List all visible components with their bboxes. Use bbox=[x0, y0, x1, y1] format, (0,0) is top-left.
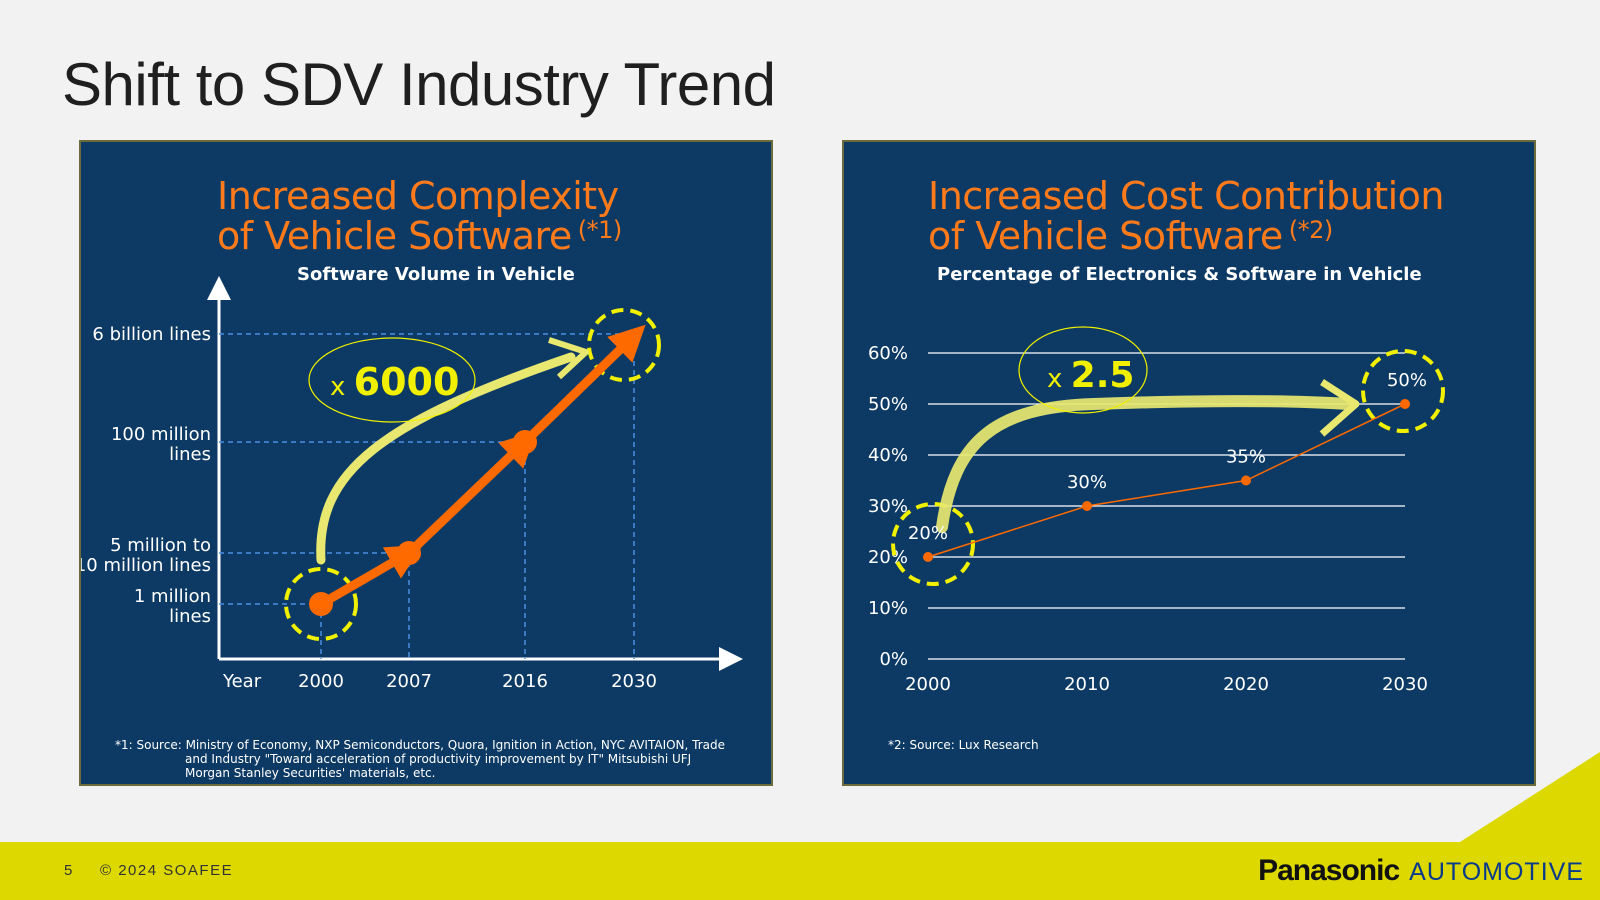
data-label: 20% bbox=[908, 523, 948, 544]
x-tick-label: 2030 bbox=[611, 671, 657, 692]
heading-line-1: Increased Cost Contribution bbox=[928, 174, 1445, 218]
x-tick-label: 2010 bbox=[1064, 674, 1110, 695]
data-label: 30% bbox=[1067, 472, 1107, 493]
data-label: 35% bbox=[1226, 447, 1266, 468]
heading-reference: (*1) bbox=[577, 216, 623, 244]
data-point bbox=[923, 552, 933, 562]
y-tick-label: 20% bbox=[868, 547, 908, 568]
slide-title: Shift to SDV Industry Trend bbox=[62, 51, 776, 118]
data-point bbox=[397, 541, 421, 565]
heading-line-1: Increased Complexity bbox=[217, 174, 619, 218]
highlight-circle-start bbox=[284, 567, 358, 641]
growth-arrow bbox=[316, 352, 576, 565]
footer-corner-accent bbox=[1460, 752, 1600, 842]
x-tick-label: 2020 bbox=[1223, 674, 1269, 695]
x-tick-label: 2000 bbox=[298, 671, 344, 692]
x-tick-label: 2030 bbox=[1382, 674, 1428, 695]
multiplier-bubble bbox=[308, 337, 476, 423]
data-point bbox=[309, 592, 333, 616]
multiplier-label: x 2.5 bbox=[1047, 355, 1134, 396]
multiplier-label: x 6000 bbox=[330, 360, 459, 404]
y-tick-label: 50% bbox=[868, 394, 908, 415]
software-volume-chart: Year 2000 2007 2016 2030 1 million lines 5 mill… bbox=[81, 276, 743, 692]
series-segment bbox=[405, 430, 537, 557]
panasonic-automotive-logo: Panasonic AUTOMOTIVE bbox=[1258, 854, 1584, 888]
chart-subtitle: Percentage of Electronics & Software in … bbox=[937, 264, 1422, 285]
x-tick-label: 2007 bbox=[386, 671, 432, 692]
footer-bar: 5 © 2024 SOAFEE Panasonic AUTOMOTIVE bbox=[0, 842, 1600, 900]
series-segment bbox=[318, 544, 424, 608]
series-line bbox=[927, 403, 1406, 558]
growth-arrow bbox=[936, 395, 1355, 533]
data-point bbox=[513, 430, 537, 454]
chart-subtitle: Software Volume in Vehicle bbox=[297, 264, 575, 285]
x-tick-label: 2000 bbox=[905, 674, 951, 695]
y-tick-label: 6 billion lines bbox=[92, 324, 211, 345]
y-tick-label: 1 million lines bbox=[134, 586, 211, 627]
highlight-circle-start bbox=[891, 502, 975, 586]
data-point bbox=[1400, 399, 1410, 409]
series-segment bbox=[521, 324, 646, 446]
footnote-line-2: and Industry "Toward acceleration of pro… bbox=[185, 752, 692, 766]
y-tick-label: 0% bbox=[879, 649, 908, 670]
data-point bbox=[1082, 501, 1092, 511]
growth-arrow-head bbox=[548, 337, 589, 380]
heading-line-2: of Vehicle Software bbox=[217, 214, 572, 258]
footnote-line-1: *1: Source: Ministry of Economy, NXP Sem… bbox=[115, 738, 726, 752]
x-tick-label: 2016 bbox=[502, 671, 548, 692]
panel-heading: Increased Cost Contribution of Vehicle S… bbox=[928, 174, 1445, 258]
footnote: *1: Source: Ministry of Economy, NXP Sem… bbox=[115, 738, 735, 780]
logo-brand: Panasonic bbox=[1258, 854, 1400, 887]
logo-sub: AUTOMOTIVE bbox=[1409, 858, 1584, 886]
heading-line-2: of Vehicle Software bbox=[928, 214, 1283, 258]
x-axis-label: Year bbox=[222, 671, 262, 692]
footnote: *2: Source: Lux Research bbox=[888, 738, 1039, 752]
panel-heading: Increased Complexity of Vehicle Software… bbox=[217, 176, 622, 256]
copyright: © 2024 SOAFEE bbox=[100, 862, 234, 879]
multiplier-bubble bbox=[1018, 326, 1148, 414]
y-tick-label: 60% bbox=[868, 343, 908, 364]
heading-reference: (*2) bbox=[1288, 216, 1334, 244]
y-tick-label: 30% bbox=[868, 496, 908, 517]
y-tick-label: 10% bbox=[868, 598, 908, 619]
data-label: 50% bbox=[1387, 370, 1427, 391]
growth-arrow-head bbox=[1319, 379, 1360, 437]
software-volume-panel: Increased Complexity of Vehicle Software… bbox=[79, 140, 773, 786]
cost-contribution-panel: Increased Cost Contribution of Vehicle S… bbox=[842, 140, 1536, 786]
y-tick-label: 100 million lines bbox=[111, 424, 211, 465]
highlight-circle-end bbox=[1361, 349, 1445, 433]
footnote-line-3: Morgan Stanley Securities' materials, et… bbox=[185, 766, 436, 780]
y-tick-label: 5 million to 10 million lines bbox=[81, 535, 211, 576]
highlight-circle-end bbox=[587, 308, 661, 382]
page-number: 5 bbox=[64, 862, 73, 879]
y-tick-label: 40% bbox=[868, 445, 908, 466]
data-point bbox=[1241, 475, 1251, 486]
